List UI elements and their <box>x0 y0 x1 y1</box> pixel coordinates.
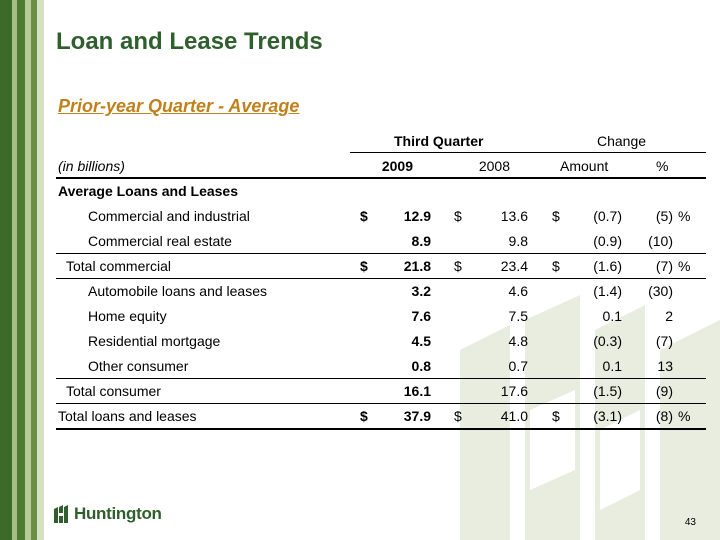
table-row: Total consumer 16.1 17.6 (1.5) (9) <box>56 378 706 403</box>
row-divider <box>56 253 706 254</box>
left-stripes <box>0 0 44 540</box>
table-row: Other consumer 0.8 0.7 0.1 13 <box>56 353 706 378</box>
col-pct: % <box>656 158 669 174</box>
value-2008: 41.0 <box>500 408 528 424</box>
row-label: Automobile loans and leases <box>88 283 268 299</box>
table-row: Residential mortgage 4.5 4.8 (0.3) (7) <box>56 328 706 353</box>
dollar-change: $ <box>552 258 560 274</box>
row-label: Residential mortgage <box>88 333 221 349</box>
huntington-logo: Huntington <box>54 504 162 524</box>
change-percent: (5) <box>655 208 673 224</box>
row-label: Commercial real estate <box>88 233 232 249</box>
units-label: (in billions) <box>58 158 125 174</box>
change-amount: (0.3) <box>593 333 622 349</box>
col-amount: Amount <box>560 158 609 174</box>
section-row: Average Loans and Leases <box>56 178 706 203</box>
row-divider <box>56 403 706 404</box>
dollar-2009: $ <box>360 408 368 424</box>
row-label: Total consumer <box>66 383 161 399</box>
dollar-change: $ <box>552 408 560 424</box>
value-2008: 17.6 <box>500 383 528 399</box>
change-percent: (8) <box>655 408 673 424</box>
value-2008: 0.7 <box>508 358 528 374</box>
value-2008: 4.8 <box>508 333 528 349</box>
group-header-row: Third Quarter Change <box>56 128 706 153</box>
percent-sign: % <box>678 208 691 224</box>
value-2009: 21.8 <box>403 258 431 274</box>
value-2009: 37.9 <box>403 408 431 424</box>
table-row: Home equity 7.6 7.5 0.1 2 <box>56 303 706 328</box>
change-amount: (1.4) <box>593 283 622 299</box>
percent-sign: % <box>678 258 691 274</box>
page-number: 43 <box>684 517 696 528</box>
loan-table: Third Quarter Change (in billions) 2009 … <box>56 128 706 430</box>
row-label: Commercial and industrial <box>88 208 250 224</box>
logo-text: Huntington <box>74 504 162 523</box>
header-third-quarter: Third Quarter <box>394 133 484 149</box>
change-amount: 0.1 <box>602 358 622 374</box>
change-amount: (3.1) <box>593 408 622 424</box>
change-percent: 13 <box>657 358 673 374</box>
value-2009: 7.6 <box>411 308 431 324</box>
dollar-2009: $ <box>360 208 368 224</box>
change-amount: (1.5) <box>593 383 622 399</box>
value-2009: 12.9 <box>403 208 431 224</box>
change-percent: (9) <box>655 383 673 399</box>
dollar-2008: $ <box>454 408 462 424</box>
col-2009: 2009 <box>381 158 413 174</box>
table-row: Commercial and industrial $12.9 $13.6 $ (0.7… <box>56 203 706 228</box>
row-label: Total loans and leases <box>58 408 197 424</box>
row-label: Total commercial <box>66 258 172 274</box>
table-row: Total commercial $21.8 $23.4 $ (1.6) (7)% <box>56 253 706 278</box>
value-2008: 9.8 <box>508 233 528 249</box>
col-2008: 2008 <box>478 158 510 174</box>
section-label: Average Loans and Leases <box>58 183 239 199</box>
dollar-2008: $ <box>454 208 462 224</box>
watermark-logo <box>460 295 720 540</box>
table-row: Total loans and leases $37.9 $41.0 $ (3.1) (8… <box>56 403 706 428</box>
change-percent: (7) <box>655 258 673 274</box>
huntington-logo-icon <box>54 505 68 523</box>
change-amount: (1.6) <box>593 258 622 274</box>
dollar-2008: $ <box>454 258 462 274</box>
value-2009: 3.2 <box>411 283 431 299</box>
row-divider <box>56 278 706 279</box>
change-percent: 2 <box>665 308 673 324</box>
value-2008: 4.6 <box>508 283 528 299</box>
percent-sign: % <box>678 408 691 424</box>
row-label: Other consumer <box>88 358 189 374</box>
change-amount: (0.7) <box>593 208 622 224</box>
header-change: Change <box>597 133 647 149</box>
column-header-row: (in billions) 2009 2008 Amount % <box>56 153 706 178</box>
change-percent: (10) <box>648 233 673 249</box>
dollar-change: $ <box>552 208 560 224</box>
row-divider <box>56 378 706 379</box>
change-amount: 0.1 <box>602 308 622 324</box>
change-percent: (30) <box>648 283 673 299</box>
dollar-2009: $ <box>360 258 368 274</box>
table-row: Automobile loans and leases 3.2 4.6 (1.4) (3… <box>56 278 706 303</box>
change-percent: (7) <box>655 333 673 349</box>
value-2009: 8.9 <box>411 233 431 249</box>
value-2008: 23.4 <box>500 258 528 274</box>
value-2009: 4.5 <box>411 333 431 349</box>
slide-title: Loan and Lease Trends <box>56 28 323 55</box>
value-2009: 0.8 <box>411 358 431 374</box>
row-label: Home equity <box>88 308 167 324</box>
slide-subtitle: Prior-year Quarter - Average <box>58 96 300 116</box>
value-2008: 13.6 <box>500 208 528 224</box>
row-divider <box>56 428 706 430</box>
change-amount: (0.9) <box>593 233 622 249</box>
value-2008: 7.5 <box>508 308 528 324</box>
value-2009: 16.1 <box>403 383 431 399</box>
table-row: Commercial real estate 8.9 9.8 (0.9) (10) <box>56 228 706 253</box>
